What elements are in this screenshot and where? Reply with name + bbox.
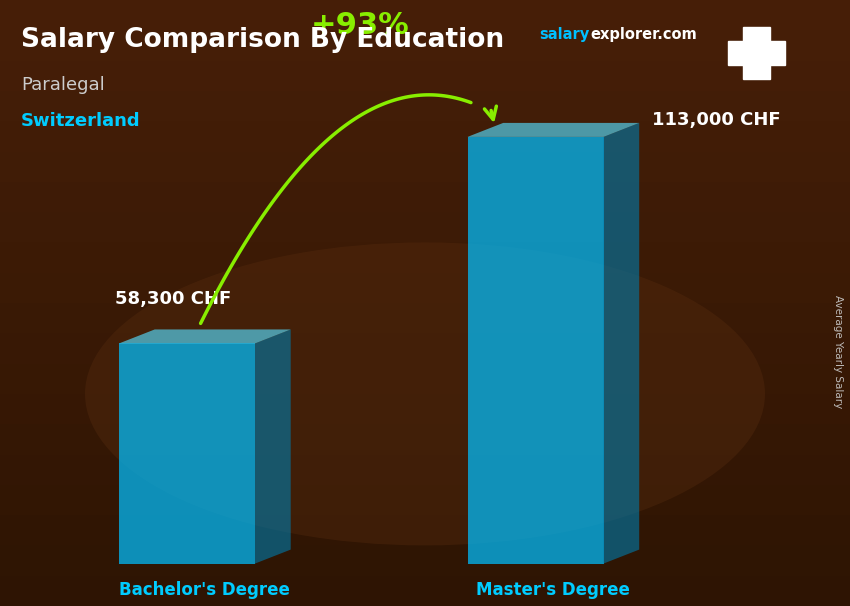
Polygon shape bbox=[604, 123, 639, 564]
Bar bbox=[728, 41, 785, 65]
Bar bbox=[0, 515, 850, 545]
Bar bbox=[0, 121, 850, 152]
Bar bbox=[0, 485, 850, 515]
Text: +93%: +93% bbox=[311, 12, 410, 41]
Bar bbox=[0, 242, 850, 273]
Text: Paralegal: Paralegal bbox=[21, 76, 105, 94]
Text: 58,300 CHF: 58,300 CHF bbox=[115, 290, 231, 308]
Text: Bachelor's Degree: Bachelor's Degree bbox=[119, 581, 291, 599]
Polygon shape bbox=[468, 137, 604, 564]
Bar bbox=[0, 0, 850, 30]
Polygon shape bbox=[468, 123, 639, 137]
Bar bbox=[0, 212, 850, 242]
Bar bbox=[0, 424, 850, 454]
Bar bbox=[0, 273, 850, 303]
Bar bbox=[0, 576, 850, 606]
Polygon shape bbox=[119, 344, 255, 564]
Bar bbox=[0, 364, 850, 394]
Bar bbox=[0, 545, 850, 576]
Bar bbox=[0, 333, 850, 364]
Polygon shape bbox=[119, 330, 291, 344]
Text: Switzerland: Switzerland bbox=[21, 112, 141, 130]
Bar bbox=[744, 27, 769, 79]
Polygon shape bbox=[255, 330, 291, 564]
Text: explorer.com: explorer.com bbox=[591, 27, 698, 42]
Bar bbox=[0, 303, 850, 333]
Text: Master's Degree: Master's Degree bbox=[476, 581, 631, 599]
Text: salary: salary bbox=[540, 27, 590, 42]
Bar bbox=[0, 91, 850, 121]
Bar bbox=[0, 394, 850, 424]
Bar bbox=[0, 454, 850, 485]
Text: 113,000 CHF: 113,000 CHF bbox=[652, 111, 780, 129]
Bar bbox=[0, 30, 850, 61]
Ellipse shape bbox=[85, 242, 765, 545]
Text: Salary Comparison By Education: Salary Comparison By Education bbox=[21, 27, 504, 53]
Bar bbox=[0, 61, 850, 91]
Bar bbox=[0, 152, 850, 182]
Text: Average Yearly Salary: Average Yearly Salary bbox=[833, 295, 843, 408]
Bar bbox=[0, 182, 850, 212]
